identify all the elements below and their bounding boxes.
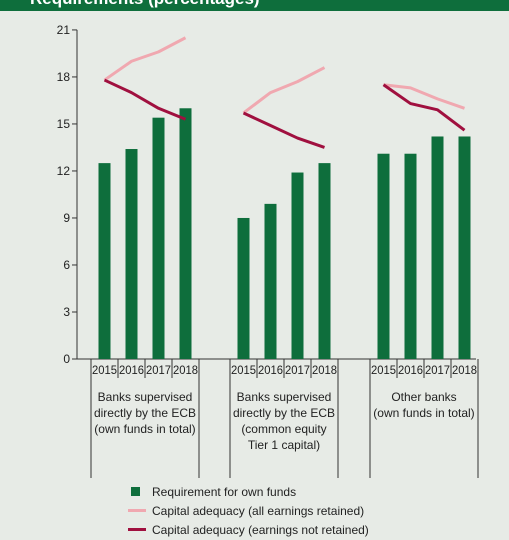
line-adequacy-not-retained xyxy=(242,111,325,149)
bar-requirement xyxy=(125,149,138,359)
chart-header-band: Requirements (percentages) xyxy=(0,0,509,11)
group-label-line: (common equity xyxy=(241,422,326,436)
year-label: 2015 xyxy=(371,365,396,377)
line-adequacy-retained xyxy=(383,83,465,110)
chart-title: Requirements (percentages) xyxy=(30,0,260,9)
y-tick-label: 12 xyxy=(57,164,71,178)
y-tick-label: 0 xyxy=(63,352,70,366)
legend-item-adequacy-not-retained: Capital adequacy (earnings not retained) xyxy=(128,520,369,539)
y-tick-label: 15 xyxy=(57,117,71,131)
y-tick-label: 6 xyxy=(63,258,70,272)
group-label-line: Banks supervised xyxy=(237,390,332,404)
legend-swatch-adequacy-retained xyxy=(128,509,146,512)
bar-requirement xyxy=(264,203,277,359)
year-label: 2015 xyxy=(231,365,256,377)
legend-item-adequacy-retained: Capital adequacy (all earnings retained) xyxy=(128,501,369,520)
bar-requirement xyxy=(458,136,471,359)
y-tick-label: 18 xyxy=(57,70,71,84)
group-label-line: Other banks xyxy=(391,390,456,404)
legend-swatch-requirement xyxy=(131,487,140,496)
bar-requirement xyxy=(152,117,165,359)
group-label-line: directly by the ECB xyxy=(233,406,335,420)
line-adequacy-retained xyxy=(103,36,187,82)
legend-label-adequacy-retained: Capital adequacy (all earnings retained) xyxy=(152,503,365,518)
bar-requirement xyxy=(237,217,250,359)
bar-requirement xyxy=(318,163,331,359)
year-label: 2015 xyxy=(92,365,117,377)
bar-requirement xyxy=(98,163,111,359)
year-label: 2018 xyxy=(173,365,198,377)
y-tick-label: 9 xyxy=(63,211,70,225)
y-tick-label: 3 xyxy=(63,305,70,319)
legend-label-adequacy-not-retained: Capital adequacy (earnings not retained) xyxy=(152,522,369,537)
year-label: 2016 xyxy=(398,365,423,377)
year-label: 2017 xyxy=(146,365,171,377)
line-adequacy-not-retained xyxy=(382,83,466,132)
group-label-line: Tier 1 capital) xyxy=(248,438,320,452)
bar-requirement xyxy=(377,153,390,359)
group-label-line: directly by the ECB xyxy=(94,406,196,420)
line-adequacy-not-retained xyxy=(103,78,187,121)
group-label-line: (own funds in total) xyxy=(94,422,195,436)
legend-label-requirement: Requirement for own funds xyxy=(152,484,297,499)
bar-requirement xyxy=(179,108,192,359)
bar-requirement xyxy=(404,153,417,359)
year-label: 2017 xyxy=(425,365,450,377)
group-label-line: (own funds in total) xyxy=(373,406,474,420)
year-label: 2018 xyxy=(452,365,477,377)
legend-item-requirement: Requirement for own funds xyxy=(128,482,369,501)
group-label-line: Banks supervised xyxy=(98,390,193,404)
legend: Requirement for own funds Capital adequa… xyxy=(128,482,369,539)
year-label: 2018 xyxy=(312,365,337,377)
bar-requirement xyxy=(431,136,444,359)
legend-swatch-adequacy-not-retained xyxy=(128,528,146,531)
y-tick-label: 21 xyxy=(57,23,71,37)
bar-requirement xyxy=(291,172,304,359)
line-adequacy-retained xyxy=(242,66,326,115)
year-label: 2017 xyxy=(285,365,310,377)
year-label: 2016 xyxy=(258,365,283,377)
year-label: 2016 xyxy=(119,365,144,377)
